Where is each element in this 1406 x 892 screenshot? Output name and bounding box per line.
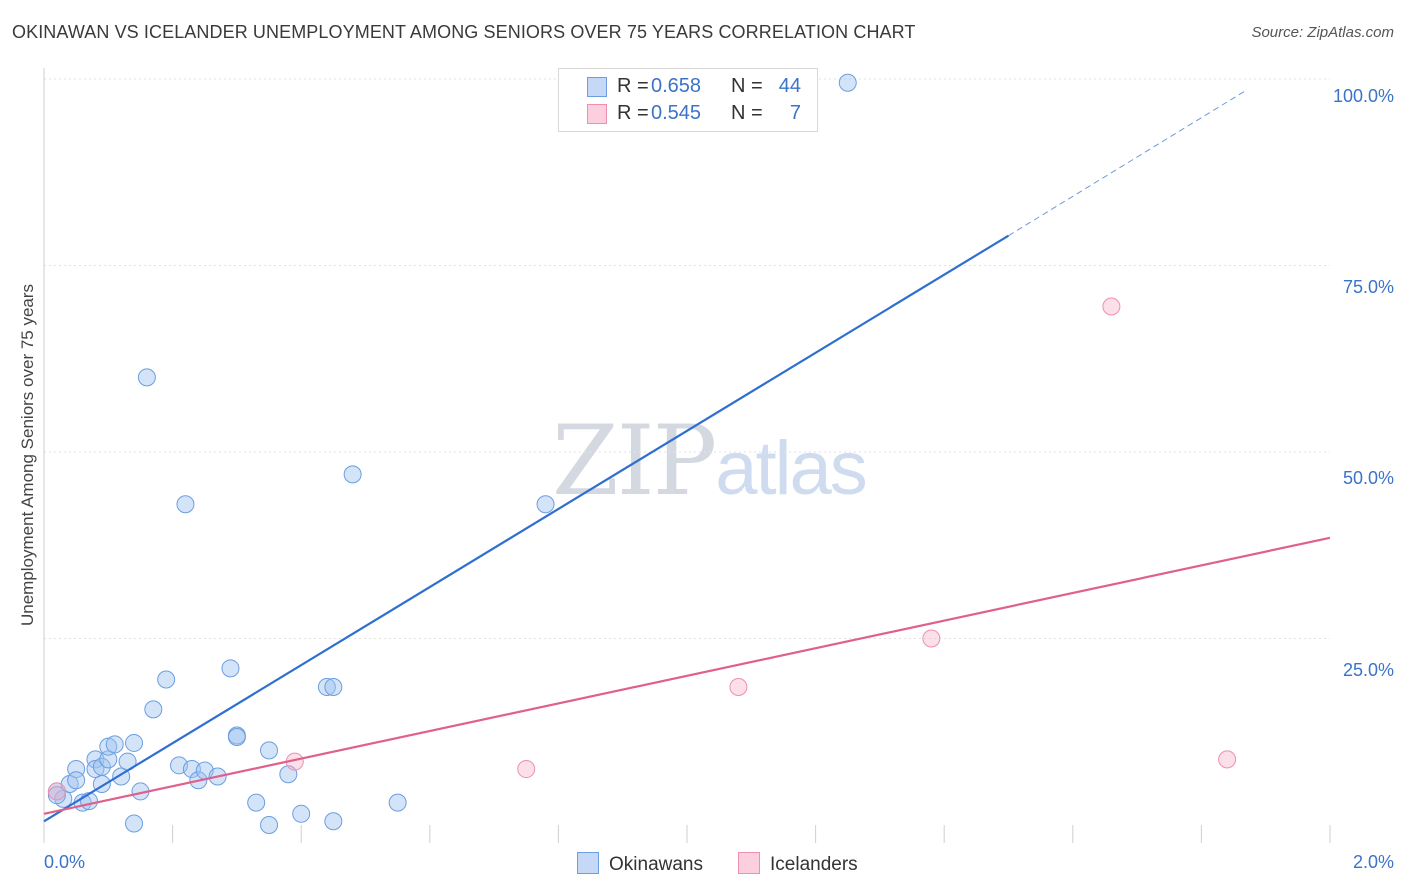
okinawan-point bbox=[157, 670, 176, 689]
legend-r-label: R = bbox=[617, 102, 649, 124]
okinawan-point bbox=[536, 495, 555, 514]
legend: R = 0.658 N = 44 R = 0.545 N = 7 bbox=[558, 68, 818, 132]
chart-title: OKINAWAN VS ICELANDER UNEMPLOYMENT AMONG… bbox=[12, 22, 916, 42]
watermark: ZIPatlas bbox=[552, 405, 868, 517]
okinawan-point bbox=[125, 814, 144, 833]
okinawan-point bbox=[388, 793, 407, 812]
icelander-point bbox=[1102, 297, 1121, 316]
okinawan-point bbox=[125, 733, 144, 752]
bottom-legend-swatch-okinawans bbox=[577, 852, 599, 874]
bottom-legend-label-okinawans: Okinawans bbox=[609, 854, 703, 875]
icelander-trend-line bbox=[43, 536, 1331, 815]
okinawan-point bbox=[324, 812, 343, 831]
okinawan-point bbox=[176, 495, 195, 514]
source-label: Source: ZipAtlas.com bbox=[1251, 24, 1394, 41]
legend-r-label: R = bbox=[617, 75, 649, 97]
okinawan-point bbox=[105, 735, 124, 754]
bottom-legend-swatch-icelanders bbox=[738, 852, 760, 874]
icelander-point bbox=[47, 782, 66, 801]
x-tick-label-max: 2.0% bbox=[1352, 852, 1394, 872]
icelander-point bbox=[729, 677, 748, 696]
legend-n-label: N = bbox=[731, 75, 763, 97]
icelander-point bbox=[517, 760, 536, 779]
okinawan-point bbox=[47, 786, 66, 805]
bottom-legend-icelanders: Icelanders bbox=[738, 852, 858, 876]
y-tick-label-100: 100.0% bbox=[1332, 86, 1394, 106]
legend-swatch-okinawans bbox=[587, 77, 607, 97]
okinawan-point bbox=[260, 741, 279, 760]
okinawan-point bbox=[227, 727, 246, 746]
y-tick-label-75: 75.0% bbox=[1342, 277, 1394, 297]
legend-r-value: 0.545 bbox=[651, 102, 702, 124]
okinawan-point bbox=[317, 677, 336, 696]
okinawan-point bbox=[86, 750, 105, 769]
okinawan-point bbox=[838, 73, 857, 92]
y-tick-label-25: 25.0% bbox=[1342, 660, 1394, 680]
okinawan-trend-line bbox=[43, 234, 1010, 823]
okinawan-point bbox=[99, 750, 118, 769]
icelander-point bbox=[1218, 750, 1237, 769]
icelander-point bbox=[922, 629, 941, 648]
x-tick-label-min: 0.0% bbox=[44, 852, 86, 872]
legend-r-value: 0.658 bbox=[651, 75, 702, 97]
legend-swatch-icelanders bbox=[587, 104, 607, 124]
okinawan-trend-extension bbox=[1008, 89, 1247, 237]
legend-n-value: 44 bbox=[778, 75, 801, 97]
okinawan-point bbox=[343, 465, 362, 484]
okinawan-point bbox=[247, 793, 266, 812]
okinawan-point bbox=[144, 700, 163, 719]
legend-n-label: N = bbox=[731, 102, 763, 124]
okinawan-point bbox=[292, 804, 311, 823]
bottom-legend-okinawans: Okinawans bbox=[577, 852, 703, 876]
watermark-atlas: atlas bbox=[715, 426, 868, 511]
okinawan-point bbox=[182, 760, 201, 779]
okinawan-point bbox=[221, 659, 240, 678]
y-tick-label-50: 50.0% bbox=[1342, 468, 1394, 488]
bottom-legend-label-icelanders: Icelanders bbox=[770, 854, 858, 875]
legend-n-value: 7 bbox=[789, 102, 801, 124]
okinawan-point bbox=[137, 368, 156, 387]
okinawan-point bbox=[67, 771, 86, 790]
watermark-zip: ZIP bbox=[552, 405, 717, 517]
okinawan-point bbox=[260, 816, 279, 834]
okinawan-point bbox=[324, 677, 343, 696]
